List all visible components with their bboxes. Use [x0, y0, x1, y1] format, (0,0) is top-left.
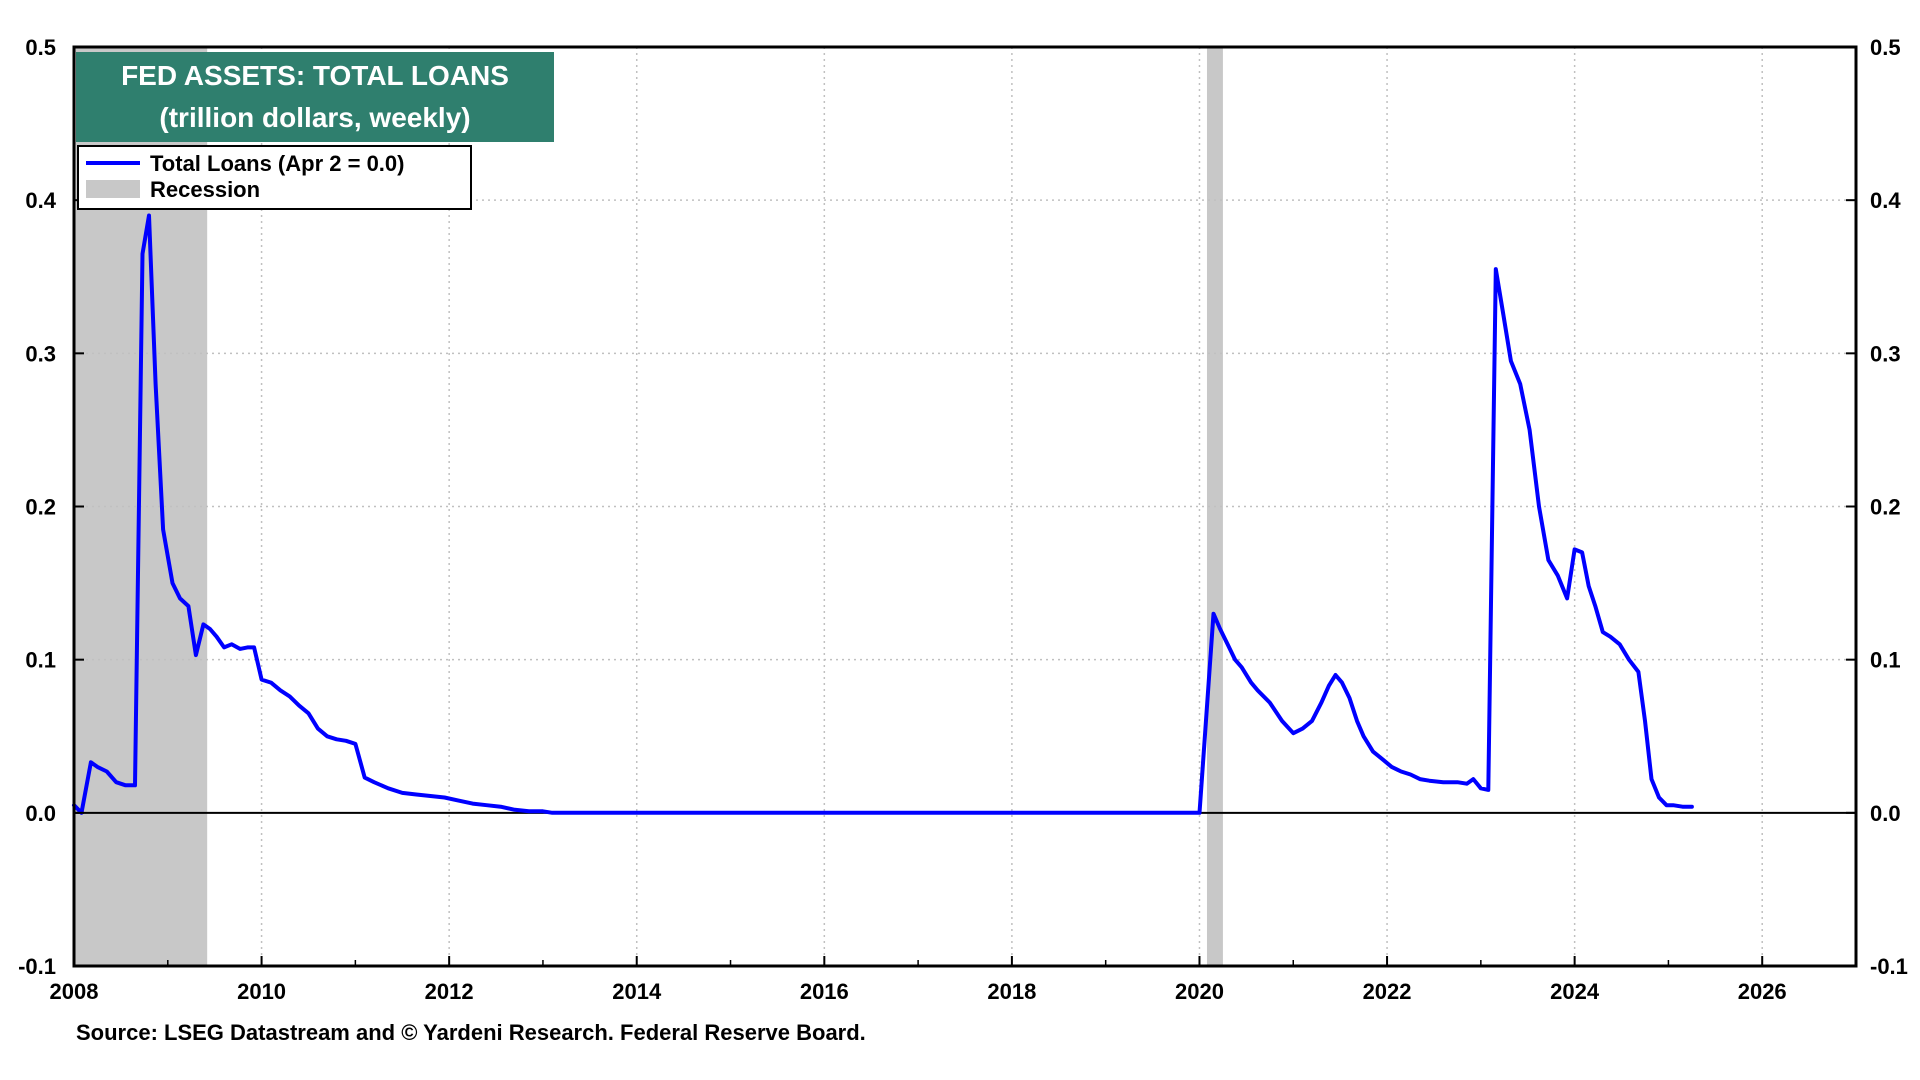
ytick-label-left: 0.5 [25, 35, 56, 60]
xtick-label: 2024 [1550, 979, 1600, 1004]
ytick-label-left: -0.1 [18, 954, 56, 979]
legend-label-total-loans: Total Loans (Apr 2 = 0.0) [150, 151, 404, 176]
ytick-label-right: 0.2 [1870, 495, 1901, 520]
source-note: Source: LSEG Datastream and © Yardeni Re… [76, 1020, 866, 1045]
y-axis-left-ticks: -0.1 0.0 0.1 0.2 0.3 0.4 0.5 [18, 35, 84, 979]
xtick-label: 2014 [612, 979, 662, 1004]
ytick-label-left: 0.2 [25, 495, 56, 520]
xtick-label: 2018 [987, 979, 1036, 1004]
ytick-label-right: 0.0 [1870, 801, 1901, 826]
series-lines [72, 213, 1694, 815]
xtick-label: 2016 [800, 979, 849, 1004]
xtick-label: 2020 [1175, 979, 1224, 1004]
ytick-label-left: 0.3 [25, 341, 56, 366]
ytick-label-left: 0.1 [25, 648, 56, 673]
ytick-label-right: 0.3 [1870, 341, 1901, 366]
legend-swatch-recession [86, 180, 140, 198]
ytick-label-right: 0.5 [1870, 35, 1901, 60]
title-box: FED ASSETS: TOTAL LOANS (trillion dollar… [76, 52, 554, 142]
xtick-label: 2008 [50, 979, 99, 1004]
xtick-label: 2010 [237, 979, 286, 1004]
legend: Total Loans (Apr 2 = 0.0) Recession [77, 145, 472, 210]
ytick-label-left: 0.0 [25, 801, 56, 826]
y-axis-right-ticks: -0.1 0.0 0.1 0.2 0.3 0.4 0.5 [1846, 35, 1908, 979]
series-line-total-loans [72, 213, 1694, 815]
xtick-label: 2022 [1363, 979, 1412, 1004]
legend-label-recession: Recession [150, 177, 260, 202]
chart-title: FED ASSETS: TOTAL LOANS [121, 60, 509, 91]
ytick-label-right: -0.1 [1870, 954, 1908, 979]
xtick-label: 2012 [425, 979, 474, 1004]
xtick-label: 2026 [1738, 979, 1787, 1004]
x-axis-ticks: 2008 2010 2012 2014 2016 2018 2020 2022 2024 2026 [50, 956, 1787, 1004]
chart-subtitle: (trillion dollars, weekly) [159, 102, 470, 133]
ytick-label-left: 0.4 [25, 188, 56, 213]
ytick-label-right: 0.1 [1870, 648, 1901, 673]
ytick-label-right: 0.4 [1870, 188, 1901, 213]
